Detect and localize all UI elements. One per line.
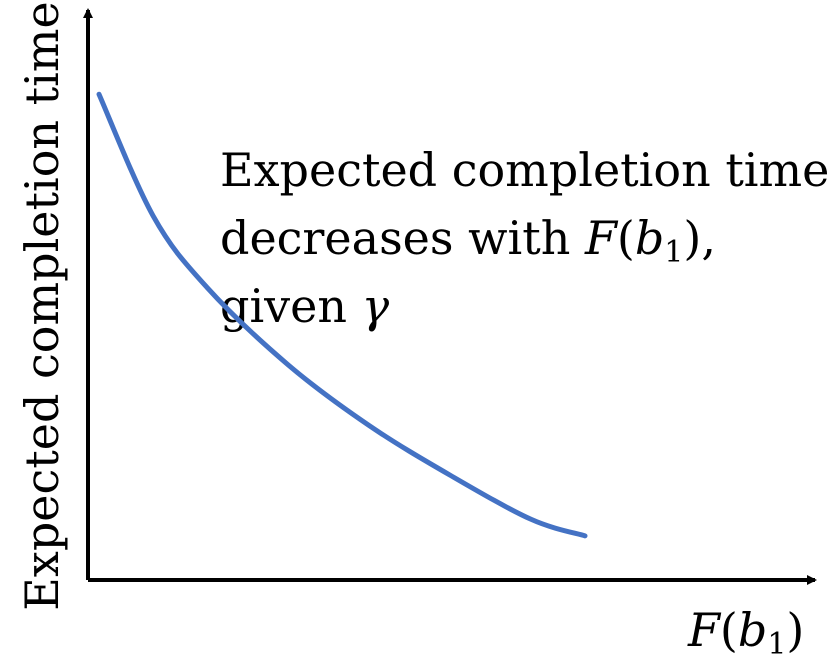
annotation: Expected completion time decreases with … [220, 143, 829, 333]
annotation-line-1: Expected completion time [220, 143, 829, 197]
x-axis-label: F(b1) [687, 603, 804, 662]
y-axis-label: Expected completion time [15, 1, 69, 610]
annotation-line-2: decreases with F(b1), [220, 211, 716, 270]
annotation-line-3: given γ [220, 279, 390, 333]
series-curve [96, 91, 588, 539]
